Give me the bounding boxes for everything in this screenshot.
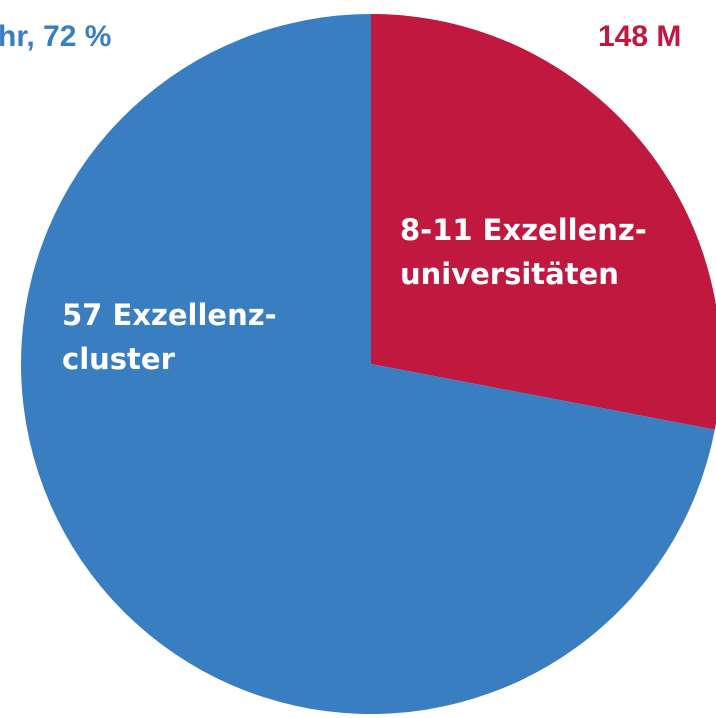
annotation: hr, 72 %: [0, 20, 111, 53]
slice-label: 8-11 Exzellenz-universitäten: [400, 213, 647, 291]
slice-label: 57 Exzellenz-cluster: [62, 298, 277, 376]
pie-slice: [371, 14, 716, 430]
annotation: 148 M: [598, 20, 681, 53]
slice-label-line: 57 Exzellenz-: [62, 298, 277, 332]
slice-label-line: 8-11 Exzellenz-: [400, 213, 647, 247]
slice-label-line: universitäten: [400, 257, 619, 291]
slice-label-line: cluster: [62, 342, 176, 376]
pie-slice: [20, 14, 715, 714]
